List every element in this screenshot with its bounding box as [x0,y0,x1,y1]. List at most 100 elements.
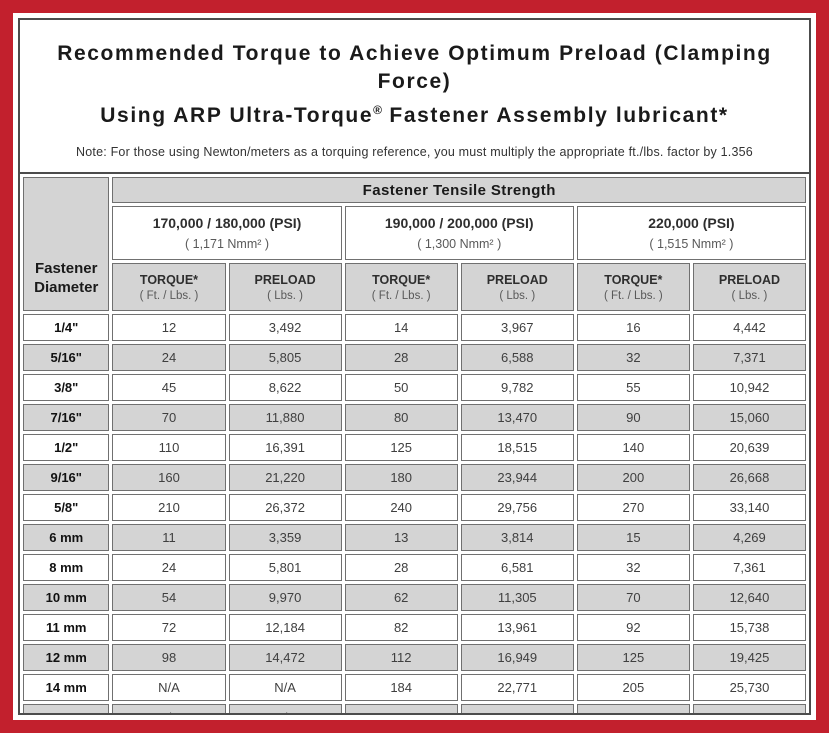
preload-value-cell: 5,805 [228,344,342,371]
fastener-diameter-cell: 10 mm [23,584,110,611]
torque-unit: ( Ft. / Lbs. ) [139,289,199,302]
table-row: 8 mm 24 5,801 28 6,581 32 7,361 [23,554,806,581]
preload-value-cell: 22,771 [460,674,574,701]
table-row: 6 mm 11 3,359 13 3,814 15 4,269 [23,524,806,551]
preload-value-cell: 19,425 [692,644,806,671]
preload-value-cell: 33,519 [692,704,806,713]
torque-value-cell: 184 [344,674,458,701]
preload-value-cell: 4,442 [692,314,806,341]
table-row: 12 mm 98 14,472 112 16,949 125 19,425 [23,644,806,671]
psi-value: 170,000 / 180,000 (PSI) [152,215,302,231]
torque-column-header: TORQUE* ( Ft. / Lbs. ) [344,263,458,311]
torque-value-cell: 28 [344,344,458,371]
preload-column-header: PRELOAD ( Lbs. ) [228,263,342,311]
torque-value-cell: 55 [576,374,690,401]
preload-value-cell: 18,515 [460,434,574,461]
preload-value-cell: 26,372 [228,494,342,521]
preload-value-cell: 12,640 [692,584,806,611]
fastener-diameter-cell: 6 mm [23,524,110,551]
fastener-diameter-cell: 11 mm [23,614,110,641]
preload-value-cell: 5,801 [228,554,342,581]
torque-value-cell: N/A [112,704,226,713]
preload-unit: ( Lbs. ) [731,289,768,302]
torque-label: TORQUE* [139,272,199,287]
table-row: 16 mmN/AN/A24429,66427233,519 [23,704,806,713]
preload-value-cell: 7,361 [692,554,806,581]
preload-value-cell: 29,664 [460,704,574,713]
fastener-diameter-cell: 14 mm [23,674,110,701]
preload-value-cell: 12,184 [228,614,342,641]
preload-value-cell: 3,492 [228,314,342,341]
torque-label: TORQUE* [604,272,663,287]
torque-value-cell: 72 [112,614,226,641]
preload-value-cell: 9,970 [228,584,342,611]
tensile-strength-header: Fastener Tensile Strength [112,177,806,203]
preload-label: PRELOAD [718,272,781,287]
preload-value-cell: 8,622 [228,374,342,401]
preload-value-cell: 33,140 [692,494,806,521]
preload-value-cell: 11,305 [460,584,574,611]
psi-group-190-200: 190,000 / 200,000 (PSI) ( 1,300 Nmm² ) [344,206,574,260]
torque-value-cell: 82 [344,614,458,641]
preload-value-cell: N/A [228,674,342,701]
torque-value-cell: 272 [576,704,690,713]
preload-value-cell: 16,949 [460,644,574,671]
torque-value-cell: 110 [112,434,226,461]
preload-value-cell: 11,880 [228,404,342,431]
torque-value-cell: 80 [344,404,458,431]
torque-value-cell: 92 [576,614,690,641]
fastener-diameter-cell: 7/16" [23,404,110,431]
torque-value-cell: 70 [576,584,690,611]
table-row: 7/16" 70 11,880 80 13,470 90 15,060 [23,404,806,431]
preload-value-cell: 6,581 [460,554,574,581]
torque-value-cell: 205 [576,674,690,701]
title-line2-text: Using ARP Ultra-Torque [100,104,374,127]
torque-value-cell: 160 [112,464,226,491]
psi-header-row: 170,000 / 180,000 (PSI) ( 1,171 Nmm² ) 1… [23,206,806,260]
preload-column-header: PRELOAD ( Lbs. ) [460,263,574,311]
fastener-diameter-cell: 5/8" [23,494,110,521]
preload-unit: ( Lbs. ) [267,289,303,302]
preload-value-cell: 23,944 [460,464,574,491]
preload-value-cell: 4,269 [692,524,806,551]
torque-value-cell: 62 [344,584,458,611]
torque-value-cell: 200 [576,464,690,491]
torque-value-cell: 15 [576,524,690,551]
nmm-value: ( 1,300 Nmm² ) [417,237,502,251]
torque-value-cell: 14 [344,314,458,341]
diameter-word: Diameter [34,279,99,296]
psi-group-170-180: 170,000 / 180,000 (PSI) ( 1,171 Nmm² ) [112,206,342,260]
title-block: Recommended Torque to Achieve Optimum Pr… [20,20,809,159]
torque-value-cell: 90 [576,404,690,431]
preload-label: PRELOAD [254,272,316,287]
preload-value-cell: 9,782 [460,374,574,401]
content-box: Recommended Torque to Achieve Optimum Pr… [18,18,811,715]
table-row: 11 mm 72 12,184 82 13,961 92 15,738 [23,614,806,641]
preload-value-cell: 7,371 [692,344,806,371]
torque-value-cell: 28 [344,554,458,581]
table-body: 1/4" 12 3,492 14 3,967 16 4,442 5/16" 24 5,805 28 6… [23,314,806,713]
torque-unit: ( Ft. / Lbs. ) [371,289,431,302]
preload-label: PRELOAD [486,272,548,287]
torque-value-cell: 244 [344,704,458,713]
fastener-diameter-label: Fastener Diameter [24,259,108,310]
torque-value-cell: N/A [112,674,226,701]
psi-value: 190,000 / 200,000 (PSI) [384,215,534,231]
preload-value-cell: 16,391 [228,434,342,461]
registered-trademark-symbol: ® [373,103,382,117]
psi-value: 220,000 (PSI) [648,215,735,231]
torque-value-cell: 180 [344,464,458,491]
torque-value-cell: 16 [576,314,690,341]
fastener-word: Fastener [34,260,98,277]
table-row: 1/4" 12 3,492 14 3,967 16 4,442 [23,314,806,341]
torque-value-cell: 50 [344,374,458,401]
torque-value-cell: 32 [576,554,690,581]
preload-column-header: PRELOAD ( Lbs. ) [692,263,806,311]
torque-value-cell: 270 [576,494,690,521]
torque-unit: ( Ft. / Lbs. ) [603,289,663,302]
torque-column-header: TORQUE* ( Ft. / Lbs. ) [112,263,226,311]
title-line2-suffix: Fastener Assembly lubricant* [381,104,729,127]
torque-value-cell: 210 [112,494,226,521]
fastener-diameter-cell: 3/8" [23,374,110,401]
